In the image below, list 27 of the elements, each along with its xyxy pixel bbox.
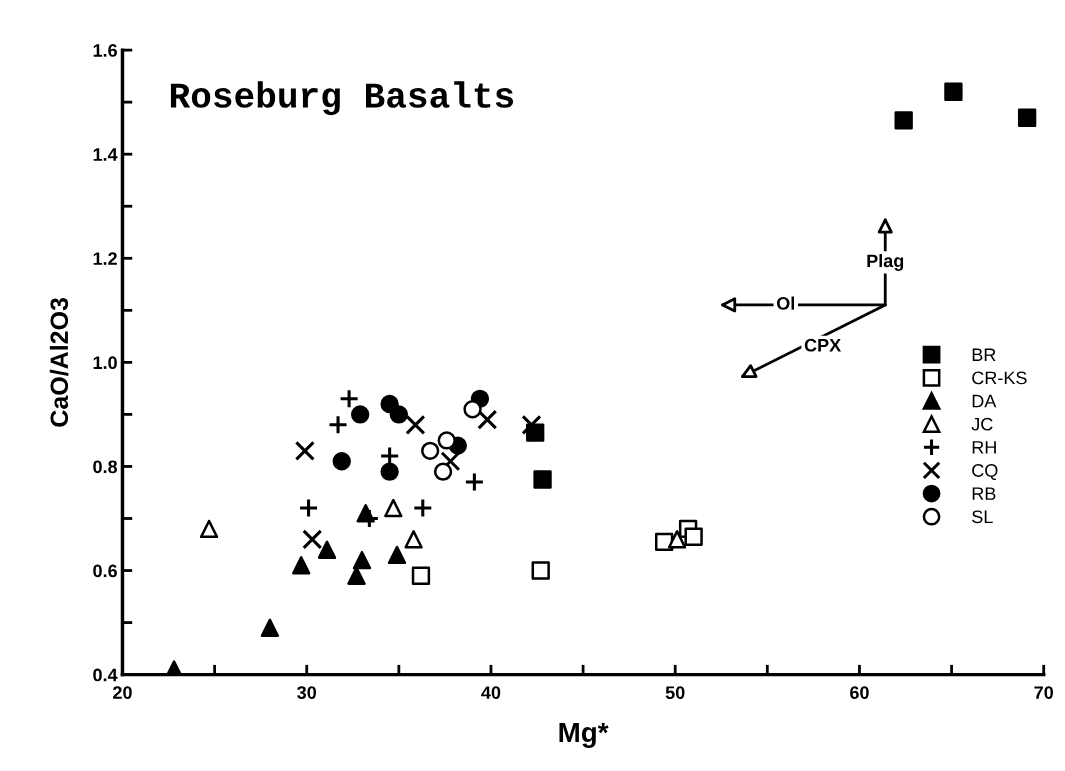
annotation: Ol bbox=[776, 296, 795, 310]
y-tick-label: 0.4 bbox=[93, 668, 118, 682]
legend-label: DA bbox=[972, 394, 997, 408]
legend-label: CR-KS bbox=[972, 371, 1027, 385]
x-tick-label: 50 bbox=[665, 686, 685, 699]
y-tick-label: 0.6 bbox=[93, 564, 117, 578]
y-tick-label: 1.6 bbox=[93, 44, 117, 57]
y-tick-label: 0.8 bbox=[93, 460, 118, 474]
annotation: CPX bbox=[804, 338, 842, 352]
legend-label: SL bbox=[972, 510, 993, 524]
legend-label: RB bbox=[972, 487, 996, 500]
annotation: Plag bbox=[867, 253, 904, 271]
legend-label: JC bbox=[971, 417, 993, 431]
legend-label: BR bbox=[972, 348, 996, 361]
x-tick-label: 40 bbox=[481, 686, 501, 699]
x-tick-label: 60 bbox=[850, 686, 869, 699]
x-axis-title: Mg* bbox=[559, 722, 609, 748]
text: Roseburg Basalts bbox=[170, 81, 514, 116]
y-tick-label: 1.2 bbox=[93, 252, 117, 265]
y-tick-label: 1.0 bbox=[93, 356, 117, 370]
y-tick-label: 1.4 bbox=[93, 148, 118, 161]
x-tick-label: 30 bbox=[297, 686, 317, 700]
legend-label: CQ bbox=[972, 464, 998, 481]
x-tick-label: 20 bbox=[113, 686, 132, 699]
y-axis-title: CaO/Al2O3 bbox=[49, 297, 69, 427]
x-tick-label: 70 bbox=[1034, 686, 1053, 699]
legend-label: RH bbox=[972, 441, 996, 454]
